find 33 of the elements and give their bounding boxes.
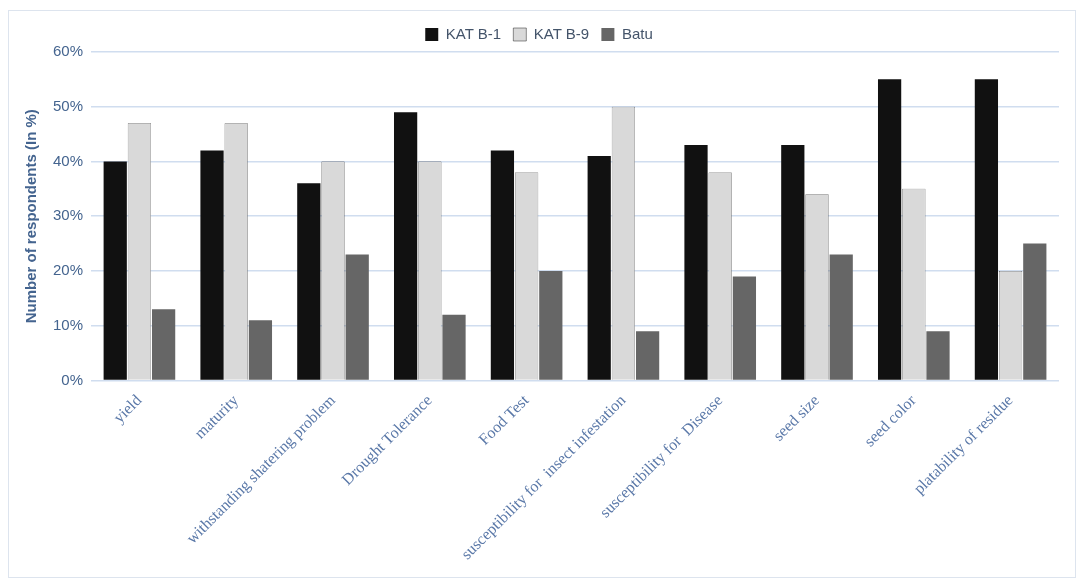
bar xyxy=(297,183,321,380)
y-tick-label: 0% xyxy=(61,370,84,388)
x-tick-label: seed size xyxy=(769,391,823,444)
bar xyxy=(490,150,515,380)
y-tick-label: 10% xyxy=(52,315,84,333)
bar xyxy=(877,79,902,380)
bar xyxy=(539,270,563,380)
bar xyxy=(248,320,273,380)
y-tick-label: 60% xyxy=(52,42,84,60)
bar xyxy=(732,276,757,380)
bar xyxy=(152,309,176,380)
bar xyxy=(1023,243,1047,380)
legend-label: Batu xyxy=(621,24,653,42)
bar xyxy=(394,112,418,380)
bar xyxy=(103,161,127,380)
y-axis-title: Number of respondents (In %) xyxy=(22,109,40,324)
bar xyxy=(974,79,999,380)
legend-label: KAT B-9 xyxy=(533,24,590,42)
y-tick-label: 40% xyxy=(52,151,84,169)
bar xyxy=(635,331,660,380)
bar xyxy=(442,314,466,380)
y-tick-label: 30% xyxy=(52,206,84,224)
x-tick-label: seed color xyxy=(860,390,920,450)
bar xyxy=(829,254,853,380)
y-tick-label: 50% xyxy=(52,96,84,114)
bar xyxy=(200,150,224,380)
bar xyxy=(684,145,708,380)
bar xyxy=(587,156,611,380)
bar xyxy=(781,145,805,380)
bar xyxy=(926,331,950,380)
legend-label: KAT B-1 xyxy=(445,24,502,42)
bar xyxy=(345,254,369,380)
y-tick-label: 20% xyxy=(52,261,84,279)
